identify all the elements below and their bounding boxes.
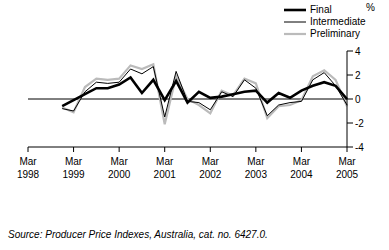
svg-text:Mar: Mar <box>247 156 265 167</box>
svg-text:2000: 2000 <box>108 169 131 180</box>
html-text:Intermediate: Intermediate <box>310 16 366 27</box>
svg-text:Mar: Mar <box>111 156 129 167</box>
svg-text:1999: 1999 <box>62 169 85 180</box>
svg-text:-2: -2 <box>355 118 364 129</box>
svg-text:4: 4 <box>355 46 361 57</box>
svg-text:Mar: Mar <box>338 156 356 167</box>
svg-text:Mar: Mar <box>202 156 220 167</box>
html-text:Preliminary: Preliminary <box>310 28 360 39</box>
svg-text:2005: 2005 <box>336 169 359 180</box>
svg-text:1998: 1998 <box>17 169 40 180</box>
svg-text:Mar: Mar <box>293 156 311 167</box>
html-text:Final: Final <box>310 4 332 15</box>
svg-text:2: 2 <box>355 70 361 81</box>
svg-text:2001: 2001 <box>154 169 177 180</box>
svg-text:Mar: Mar <box>65 156 83 167</box>
svg-text:-4: -4 <box>355 142 364 153</box>
svg-text:0: 0 <box>355 94 361 105</box>
svg-text:Mar: Mar <box>156 156 174 167</box>
svg-text:2003: 2003 <box>245 169 268 180</box>
svg-text:Mar: Mar <box>19 156 37 167</box>
html-text:Source: Producer Price Indexes: Source: Producer Price Indexes, Australi… <box>8 229 268 240</box>
svg-text:2002: 2002 <box>199 169 222 180</box>
svg-text:2004: 2004 <box>290 169 313 180</box>
